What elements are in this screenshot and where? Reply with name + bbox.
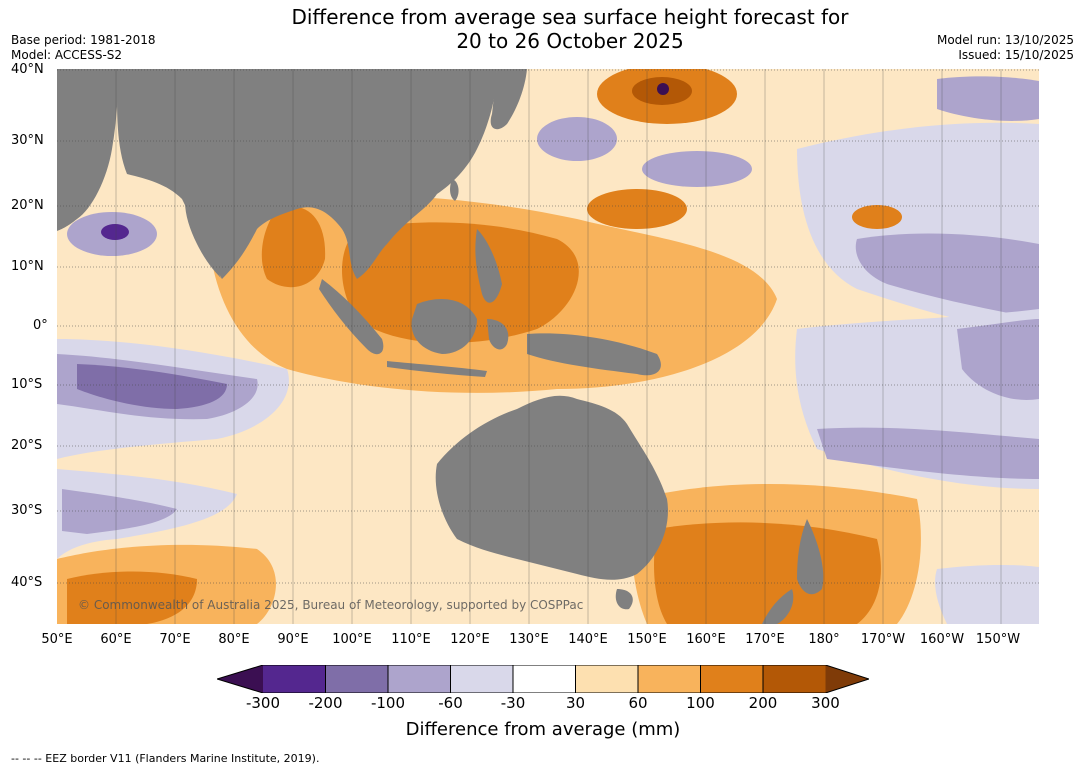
land-java (387, 361, 487, 377)
land-japan (490, 69, 527, 130)
anomaly-np-warm-2 (852, 205, 902, 229)
lon-label: 70°E (159, 632, 191, 647)
colorbar-tick: -200 (308, 694, 343, 712)
colorbar-bin (763, 665, 826, 693)
lon-label: 170°E (745, 632, 785, 647)
anomaly-nw-pacific-cool-2 (642, 151, 752, 187)
colorbar (217, 665, 869, 693)
anomaly-kuroshio-eddy (657, 83, 669, 95)
anomaly-nw-pacific-cool (537, 117, 617, 161)
anomaly-tasman-strong (654, 522, 881, 624)
colorbar-tick: -100 (370, 694, 406, 712)
title-line-2: 20 to 26 October 2025 (456, 29, 684, 53)
colorbar-tick: -30 (500, 694, 526, 712)
land-borneo (411, 299, 477, 354)
map-title: Difference from average sea surface heig… (270, 5, 870, 53)
colorbar-bin (263, 665, 326, 693)
lat-label: 30°N (11, 133, 44, 148)
lat-label: 30°S (11, 503, 43, 518)
land-sulawesi (487, 319, 509, 350)
colorbar-bin (638, 665, 701, 693)
lon-label: 160°E (686, 632, 726, 647)
lon-grid (115, 69, 1002, 624)
colorbar-bin (575, 665, 638, 693)
colorbar-tick: 300 (811, 694, 840, 712)
colorbar-bin (388, 665, 451, 693)
anomaly-south-east-cool (935, 564, 1039, 624)
lat-label: 10°N (11, 259, 44, 274)
lat-label: 40°N (11, 62, 44, 77)
lon-label: 80°E (218, 632, 250, 647)
model-name: Model: ACCESS-S2 (11, 48, 123, 62)
lon-label: 170°W (860, 632, 906, 647)
colorbar-bin (450, 665, 513, 693)
land-indian-peninsula (185, 189, 222, 279)
colorbar-extend-low (217, 665, 263, 693)
anomaly-indian-west-deep (77, 364, 227, 409)
land-africa-arabia (57, 69, 118, 231)
anomaly-south-pacific-cool (817, 427, 1039, 479)
base-period: Base period: 1981-2018 (11, 33, 156, 47)
anomaly-equatorial-pacific-mid (957, 319, 1039, 400)
lon-label: 50°E (41, 632, 73, 647)
colorbar-tick: 30 (565, 694, 586, 712)
land-new-guinea (527, 333, 661, 376)
colorbar-bin (325, 665, 388, 693)
anomaly-southwest-warm-strong (67, 571, 197, 624)
colorbar-extend-high (825, 665, 869, 693)
lon-label: 130°E (509, 632, 549, 647)
colorbar-dividers (325, 665, 764, 693)
colorbar-tick: -60 (438, 694, 463, 712)
anomaly-indian-south-mid (62, 489, 177, 534)
meta-right: Model run: 13/10/2025 Issued: 15/10/2025 (937, 33, 1074, 63)
anomaly-nw-pacific-warm (587, 189, 687, 229)
land-taiwan (450, 179, 459, 201)
colorbar-tick: 60 (628, 694, 648, 712)
lon-label: 160°W (919, 632, 965, 647)
land-philippines (475, 229, 502, 303)
anomaly-arabian-sea-core (101, 224, 129, 240)
colorbar-tick: -300 (245, 694, 281, 712)
anomaly-maritime-strong (342, 222, 579, 343)
anomaly-north-pacific-cool-mid (855, 233, 1039, 319)
issued-date: Issued: 15/10/2025 (958, 48, 1074, 62)
lon-label: 120°E (450, 632, 490, 647)
anomaly-north-pacific-cool-top (937, 76, 1039, 121)
land-tasmania (615, 589, 633, 610)
land-australia (435, 395, 668, 580)
land-sumatra (319, 279, 384, 355)
lon-label: 180° (808, 632, 840, 647)
lat-label: 0° (33, 318, 48, 333)
lon-label: 140°E (568, 632, 608, 647)
colorbar-tick: 200 (748, 694, 778, 712)
lat-label: 10°S (11, 377, 43, 392)
lat-label: 20°N (11, 198, 44, 213)
land-new-zealand (797, 519, 824, 595)
model-run: Model run: 13/10/2025 (936, 33, 1074, 47)
lon-label: 100°E (332, 632, 372, 647)
lon-label: 150°E (627, 632, 667, 647)
meta-left: Base period: 1981-2018 Model: ACCESS-S2 (11, 33, 156, 63)
lon-label: 110°E (391, 632, 431, 647)
colorbar-tick: 100 (686, 694, 715, 712)
sea-surface-height-map (57, 69, 1039, 624)
lon-label: 150°W (975, 632, 1021, 647)
colorbar-label: Difference from average (mm) (405, 719, 681, 740)
title-line-1: Difference from average sea surface heig… (291, 5, 849, 29)
colorbar-bin (513, 665, 576, 693)
copyright-notice: © Commonwealth of Australia 2025, Bureau… (78, 598, 584, 612)
lon-label: 60°E (100, 632, 132, 647)
lat-label: 20°S (11, 438, 43, 453)
colorbar-bin (700, 665, 763, 693)
lon-label: 90°E (277, 632, 309, 647)
eez-note: -- -- -- EEZ border V11 (Flanders Marine… (11, 752, 320, 765)
lat-label: 40°S (11, 575, 43, 590)
land-new-zealand-south (762, 589, 794, 624)
